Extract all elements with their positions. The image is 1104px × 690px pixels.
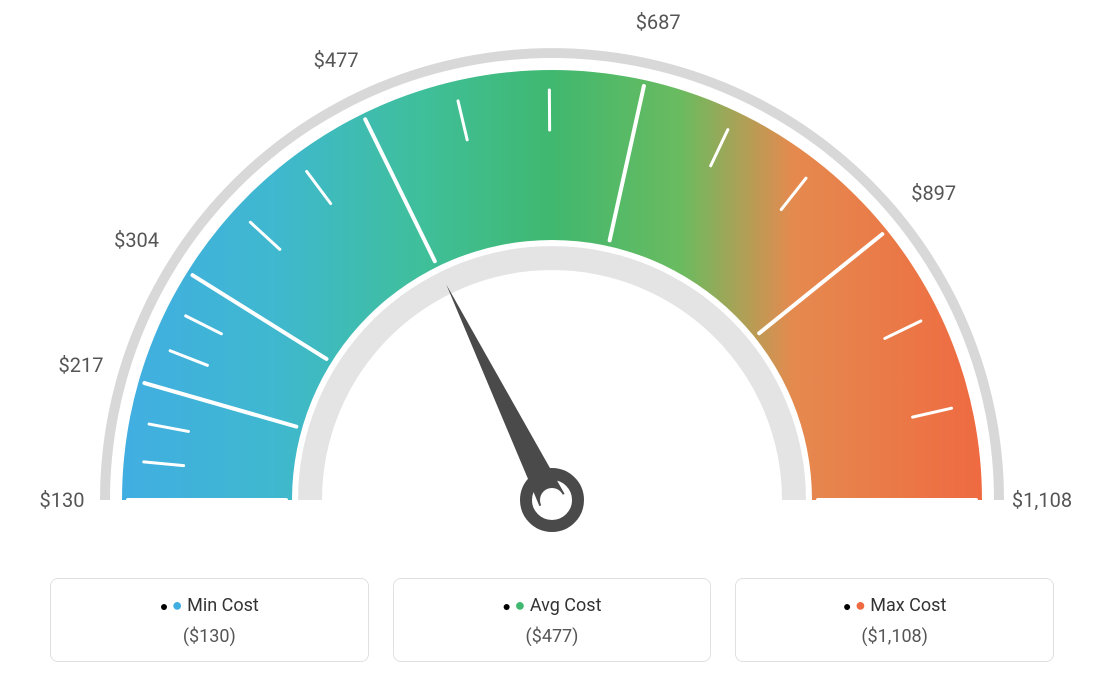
gauge-area: $130 $217 $304 $477 $687 $897 $1,108	[0, 0, 1104, 560]
legend-card-max: ● Max Cost ($1,108)	[735, 578, 1054, 662]
legend-row: ● Min Cost ($130) ● Avg Cost ($477) ● Ma…	[50, 578, 1054, 662]
legend-title-max: ● Max Cost	[748, 595, 1041, 616]
gauge-tick-label: $687	[636, 10, 681, 34]
legend-title-min: ● Min Cost	[63, 595, 356, 616]
legend-card-min: ● Min Cost ($130)	[50, 578, 369, 662]
legend-title-avg: ● Avg Cost	[406, 595, 699, 616]
gauge-tick-label: $1,108	[1012, 488, 1072, 512]
gauge-svg	[0, 0, 1104, 560]
cost-gauge-chart: $130 $217 $304 $477 $687 $897 $1,108 ● Min Cos…	[0, 0, 1104, 690]
gauge-tick-label: $130	[40, 488, 85, 512]
gauge-tick-label: $217	[59, 353, 104, 377]
gauge-tick-label: $477	[314, 48, 359, 72]
legend-card-avg: ● Avg Cost ($477)	[393, 578, 712, 662]
legend-value-avg: ($477)	[406, 626, 699, 647]
legend-value-max: ($1,108)	[748, 626, 1041, 647]
gauge-tick-label: $304	[114, 228, 159, 252]
legend-value-min: ($130)	[63, 626, 356, 647]
gauge-tick-label: $897	[911, 181, 956, 205]
